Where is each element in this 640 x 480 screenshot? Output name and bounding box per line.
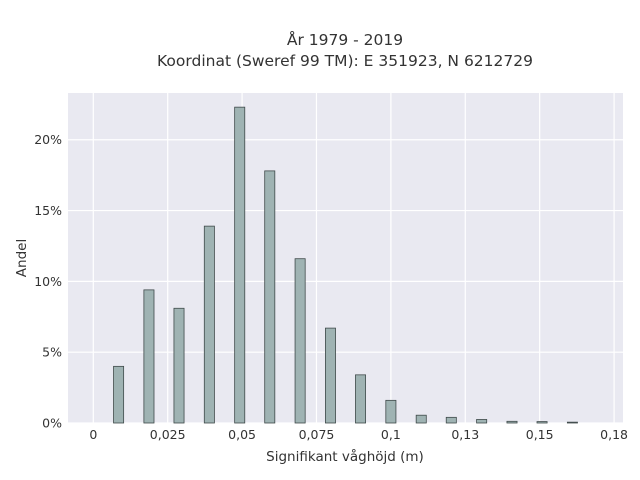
x-tick-label: 0,1 <box>381 427 401 442</box>
y-tick-labels: 0% 5% 10% 15% 20% <box>34 132 62 430</box>
x-tick-label: 0 <box>89 427 97 442</box>
y-tick-label: 15% <box>34 203 62 218</box>
histogram-bar <box>355 374 366 424</box>
histogram-bar <box>385 399 397 424</box>
histogram-bar <box>325 327 336 424</box>
x-tick-label: 0,15 <box>526 427 554 442</box>
plot-area <box>68 93 623 423</box>
histogram-bar <box>173 307 185 424</box>
x-tick-label: 0,025 <box>150 427 186 442</box>
y-tick-label: 0% <box>42 416 62 431</box>
chart-title-line-1: År 1979 - 2019 <box>287 30 403 49</box>
histogram-bar <box>536 421 548 424</box>
histogram-bar <box>415 414 427 424</box>
x-axis-title: Signifikant våghöjd (m) <box>266 448 424 465</box>
histogram-bar <box>566 421 578 424</box>
histogram-bar <box>445 416 457 424</box>
x-tick-label: 0,075 <box>299 427 335 442</box>
y-tick-label: 10% <box>34 274 62 289</box>
histogram-bar <box>113 365 125 424</box>
histogram-bar <box>143 289 155 424</box>
x-tick-label: 0,18 <box>600 427 628 442</box>
bars <box>113 106 578 424</box>
histogram-bar <box>264 170 276 424</box>
histogram-bar <box>234 106 246 424</box>
y-tick-label: 5% <box>42 345 62 360</box>
histogram-bar <box>476 419 488 424</box>
histogram-bar <box>294 258 306 424</box>
histogram-bar <box>203 225 215 424</box>
y-axis-title: Andel <box>14 239 30 277</box>
histogram-bar <box>506 420 518 424</box>
x-tick-label: 0,13 <box>451 427 479 442</box>
x-tick-labels: 0 0,025 0,05 0,075 0,1 0,13 0,15 0,18 <box>89 427 628 442</box>
y-tick-label: 20% <box>34 132 62 147</box>
x-tick-label: 0,05 <box>228 427 256 442</box>
chart-title-line-2: Koordinat (Sweref 99 TM): E 351923, N 62… <box>157 52 533 70</box>
